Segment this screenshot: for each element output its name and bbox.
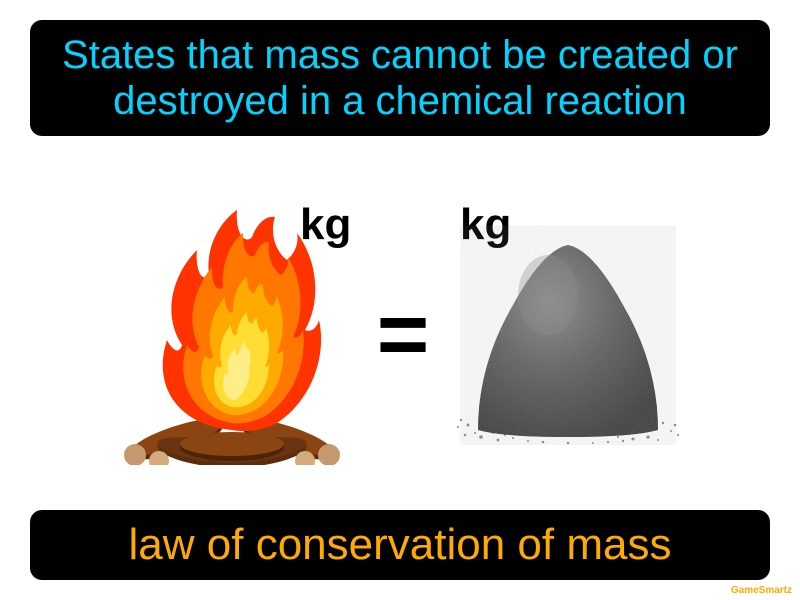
equals-sign: = [377, 308, 424, 362]
term-banner: law of conservation of mass [30, 510, 770, 580]
term-text: law of conservation of mass [50, 520, 750, 570]
ash-pile-icon [453, 225, 683, 445]
definition-banner: States that mass cannot be created or de… [30, 20, 770, 136]
definition-text: States that mass cannot be created or de… [50, 32, 750, 124]
ash-illustration [453, 225, 683, 445]
illustration-row: = [0, 200, 800, 470]
fire-icon [117, 205, 347, 465]
watermark-text: GameSmartz [731, 585, 792, 596]
fire-illustration [117, 205, 347, 465]
